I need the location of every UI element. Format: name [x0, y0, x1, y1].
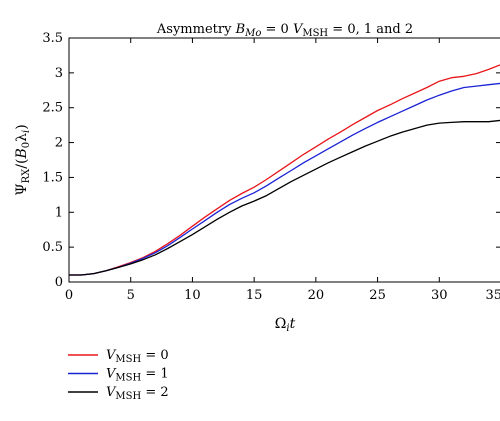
- legend-v-symbol: V: [106, 348, 117, 363]
- legend-v-symbol: V: [106, 367, 117, 382]
- x-tick-label: 15: [246, 288, 263, 303]
- y-tick-label: 0.5: [42, 240, 63, 255]
- legend-label-2: VMSH = 2: [106, 385, 169, 402]
- legend-label-0: VMSH = 0: [106, 348, 169, 365]
- x-axis-ticks: 0 5 10 15 20 25 30 35: [65, 38, 500, 303]
- y-tick-label: 0: [55, 275, 63, 290]
- title-b-rest: = 0: [261, 22, 293, 37]
- title-b-symbol: B: [235, 22, 246, 37]
- series-line-0: [69, 64, 500, 276]
- y-axis-ticks: 0 0.5 1 1.5 2 2.5 3 3.5: [42, 31, 500, 290]
- x-axis-label: Ωit: [275, 316, 296, 334]
- ylabel-mid: /(: [14, 159, 30, 169]
- x-tick-label: 25: [369, 288, 386, 303]
- legend-v-sub: MSH: [115, 354, 141, 365]
- x-tick-label: 35: [485, 288, 500, 303]
- x-tick-label: 5: [127, 288, 135, 303]
- ylabel-psi: Ψ: [14, 183, 30, 195]
- y-tick-label: 1.5: [42, 170, 63, 185]
- y-axis-label: ΨRX/(B0λi): [14, 124, 32, 195]
- legend-v-rest: = 2: [141, 385, 168, 400]
- xlabel-rest: t: [290, 316, 296, 332]
- x-tick-label: 20: [308, 288, 325, 303]
- title-b-sub: Mo: [244, 28, 261, 39]
- ylabel-b-sub: 0: [21, 142, 32, 148]
- y-tick-label: 3: [55, 66, 63, 81]
- legend-v-sub: MSH: [115, 391, 141, 402]
- legend-v-rest: = 0: [141, 348, 168, 363]
- x-tick-label: 0: [65, 288, 73, 303]
- ylabel-lambda: λ: [14, 133, 30, 142]
- plot-frame: [68, 37, 500, 283]
- xlabel-sub: i: [286, 323, 289, 334]
- x-tick-label: 10: [184, 288, 201, 303]
- y-tick-label: 2: [55, 136, 63, 151]
- legend-v-symbol: V: [106, 385, 117, 400]
- title-v-rest: = 0, 1 and 2: [328, 22, 413, 37]
- ylabel-lambda-sub: i: [21, 130, 32, 133]
- y-tick-label: 3.5: [42, 31, 63, 46]
- y-tick-label: 2.5: [42, 101, 63, 116]
- legend-v-rest: = 1: [141, 367, 168, 382]
- x-tick-label: 30: [431, 288, 448, 303]
- series-line-2: [69, 119, 500, 276]
- title-prefix: Asymmetry: [156, 22, 236, 37]
- title-v-symbol: V: [293, 22, 304, 37]
- y-tick-label: 1: [55, 205, 63, 220]
- title-v-sub: MSH: [302, 28, 328, 39]
- ylabel-b: B: [14, 148, 30, 159]
- chart-title: Asymmetry BMo = 0 VMSH = 0, 1 and 2: [156, 22, 413, 39]
- ylabel-close: ): [14, 124, 30, 129]
- ylabel-psi-sub: RX: [21, 168, 32, 184]
- xlabel-symbol: Ω: [275, 316, 287, 332]
- series-layer: [69, 64, 500, 276]
- legend-label-1: VMSH = 1: [106, 367, 169, 384]
- series-line-1: [69, 82, 500, 276]
- legend-v-sub: MSH: [115, 373, 141, 384]
